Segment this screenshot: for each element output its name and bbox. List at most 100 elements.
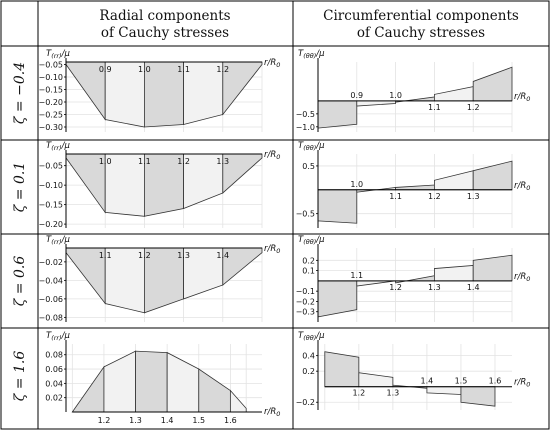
x-axis-label: r/R0 — [264, 244, 280, 255]
x-tick-label: 1.2 — [428, 192, 441, 201]
chart-panel-5: 1.1 1.2 1.3 1.4 −0.02 −0.04 −0.06 −0.08 T(rr)/μ r… — [38, 235, 280, 322]
y-tick-label: 0.04 — [45, 379, 63, 388]
y-axis-label: T(θθ)/μ — [298, 49, 325, 60]
y-tick-label: −0.06 — [38, 295, 63, 304]
x-tick-label: 1.6 — [489, 377, 502, 386]
x-tick-label: 1.1 — [99, 251, 112, 260]
bar-band-2 — [358, 372, 394, 388]
area-band-1 — [71, 365, 105, 413]
x-axis-label: r/R0 — [264, 58, 280, 69]
x-tick-label: 1.2 — [138, 251, 151, 260]
y-axis-label: T(θθ)/μ — [298, 331, 325, 342]
x-tick-label: 1.3 — [428, 283, 441, 292]
x-tick-label: 1.3 — [467, 192, 480, 201]
y-tick-label: −0.3 — [296, 308, 315, 317]
x-tick-label: 1.4 — [467, 283, 480, 292]
y-tick-label: −0.04 — [38, 276, 63, 285]
y-tick-label: −0.2 — [296, 398, 315, 407]
x-tick-label: 1.4 — [161, 416, 174, 425]
x-tick-label: 1.1 — [138, 157, 151, 166]
x-axis-label: r/R0 — [514, 92, 530, 103]
y-axis-label: T(rr)/μ — [46, 49, 70, 60]
y-tick-label: −0.05 — [38, 162, 63, 171]
charts-layer: 0.9 1.0 1.1 1.2 −0.05 −0.10 −0.15 −0.20 −0.25 −0.… — [38, 49, 530, 425]
x-axis-label: r/R0 — [514, 272, 530, 283]
bar-band-2 — [356, 100, 397, 107]
x-tick-label: 1.0 — [138, 65, 151, 74]
header-right-line1: Circumferential components — [323, 8, 519, 24]
y-tick-label: −0.25 — [38, 111, 63, 120]
x-tick-label: 1.1 — [389, 192, 402, 201]
x-tick-label: 1.1 — [428, 103, 441, 112]
bar-band-5 — [460, 386, 496, 407]
x-tick-label: 1.3 — [216, 157, 229, 166]
x-tick-label: 1.2 — [216, 65, 229, 74]
zeta-label-row-3: ζ = 0.6 — [12, 256, 28, 307]
y-tick-label: −0.2 — [296, 297, 315, 306]
bar-band-1 — [317, 189, 358, 224]
x-tick-label: 1.3 — [177, 251, 190, 260]
x-tick-label: 1.2 — [177, 157, 190, 166]
area-band-5 — [198, 368, 231, 413]
chart-panel-2: 0.9 1.0 1.1 1.2 −1.0 −0.5 T(θθ)/μ r/R0 — [296, 49, 530, 132]
x-tick-label: 1.0 — [99, 157, 112, 166]
y-tick-label: −0.20 — [38, 220, 63, 229]
bar-band-5 — [472, 254, 513, 282]
y-tick-label: 0.2 — [302, 256, 315, 265]
chart-panel-4: 1.0 1.1 1.2 1.3 0.5 −0.5 T(θθ)/μ r/R0 — [296, 141, 530, 228]
bar-band-5 — [472, 160, 513, 191]
y-tick-label: −0.05 — [38, 61, 63, 70]
zeta-label-row-1: ζ = −0.4 — [12, 62, 28, 124]
y-tick-label: −0.02 — [38, 258, 63, 267]
x-tick-label: 1.2 — [352, 389, 365, 398]
y-tick-label: −0.10 — [38, 181, 63, 190]
bar-band-1 — [317, 100, 358, 129]
y-tick-label: −0.10 — [38, 73, 63, 82]
bar-band-4 — [433, 170, 474, 191]
y-tick-label: −0.08 — [38, 313, 63, 322]
header-right-line2: of Cauchy stresses — [357, 25, 485, 41]
y-tick-label: −0.5 — [296, 210, 315, 219]
x-tick-label: 1.4 — [421, 377, 434, 386]
y-tick-label: −0.15 — [38, 86, 63, 95]
x-tick-label: 1.2 — [389, 283, 402, 292]
y-axis-label: T(rr)/μ — [46, 235, 70, 246]
zeta-label-row-4: ζ = 1.6 — [12, 351, 28, 402]
area-band-6 — [229, 389, 247, 413]
x-tick-label: 1.4 — [216, 251, 229, 260]
chart-panel-7: 1.2 1.3 1.4 1.5 1.6 0.08 0.06 0.04 0.02 T(rr)/μ r/… — [45, 331, 280, 425]
y-tick-label: −0.15 — [38, 201, 63, 210]
y-axis-label: T(rr)/μ — [46, 141, 70, 152]
y-axis-label: T(θθ)/μ — [298, 235, 325, 246]
x-tick-label: 1.2 — [98, 416, 111, 425]
x-tick-label: 1.1 — [350, 271, 363, 280]
y-tick-label: −0.1 — [296, 287, 315, 296]
area-band-4 — [166, 351, 200, 413]
chart-panel-8: 1.2 1.3 1.4 1.5 1.6 0.4 0.2 −0.2 T(θθ)/μ r/R0 — [296, 331, 530, 410]
x-tick-label: 1.3 — [129, 416, 142, 425]
y-tick-label: −1.0 — [296, 123, 315, 132]
chart-panel-6: 1.1 1.2 1.3 1.4 0.2 0.1 −0.1−0.2 −0.3 T(θθ)/μ r/R… — [296, 235, 530, 322]
x-tick-label: 1.0 — [350, 180, 363, 189]
x-tick-label: 1.6 — [224, 416, 237, 425]
x-tick-label: 1.5 — [192, 416, 205, 425]
y-tick-label: 0.06 — [45, 365, 63, 374]
y-tick-label: −0.20 — [38, 98, 63, 107]
x-tick-label: 1.0 — [389, 91, 402, 100]
chart-panel-1: 0.9 1.0 1.1 1.2 −0.05 −0.10 −0.15 −0.20 −0.25 −0.… — [38, 49, 280, 132]
bar-band-5 — [472, 66, 513, 102]
x-tick-label: 0.9 — [99, 65, 112, 74]
x-tick-label: 1.5 — [455, 377, 468, 386]
chart-panel-3: 1.0 1.1 1.2 1.3 −0.05 −0.10 −0.15 −0.20 T(rr)/μ r… — [38, 141, 280, 229]
y-tick-label: 0.5 — [302, 162, 315, 171]
x-tick-label: 1.1 — [177, 65, 190, 74]
area-band-3 — [135, 350, 168, 413]
bar-band-4 — [433, 265, 474, 282]
zeta-label-row-2: ζ = 0.1 — [12, 162, 28, 212]
x-tick-label: 1.2 — [467, 103, 480, 112]
y-tick-label: 0.08 — [45, 351, 63, 360]
x-axis-label: r/R0 — [264, 150, 280, 161]
x-axis-label: r/R0 — [264, 407, 280, 418]
